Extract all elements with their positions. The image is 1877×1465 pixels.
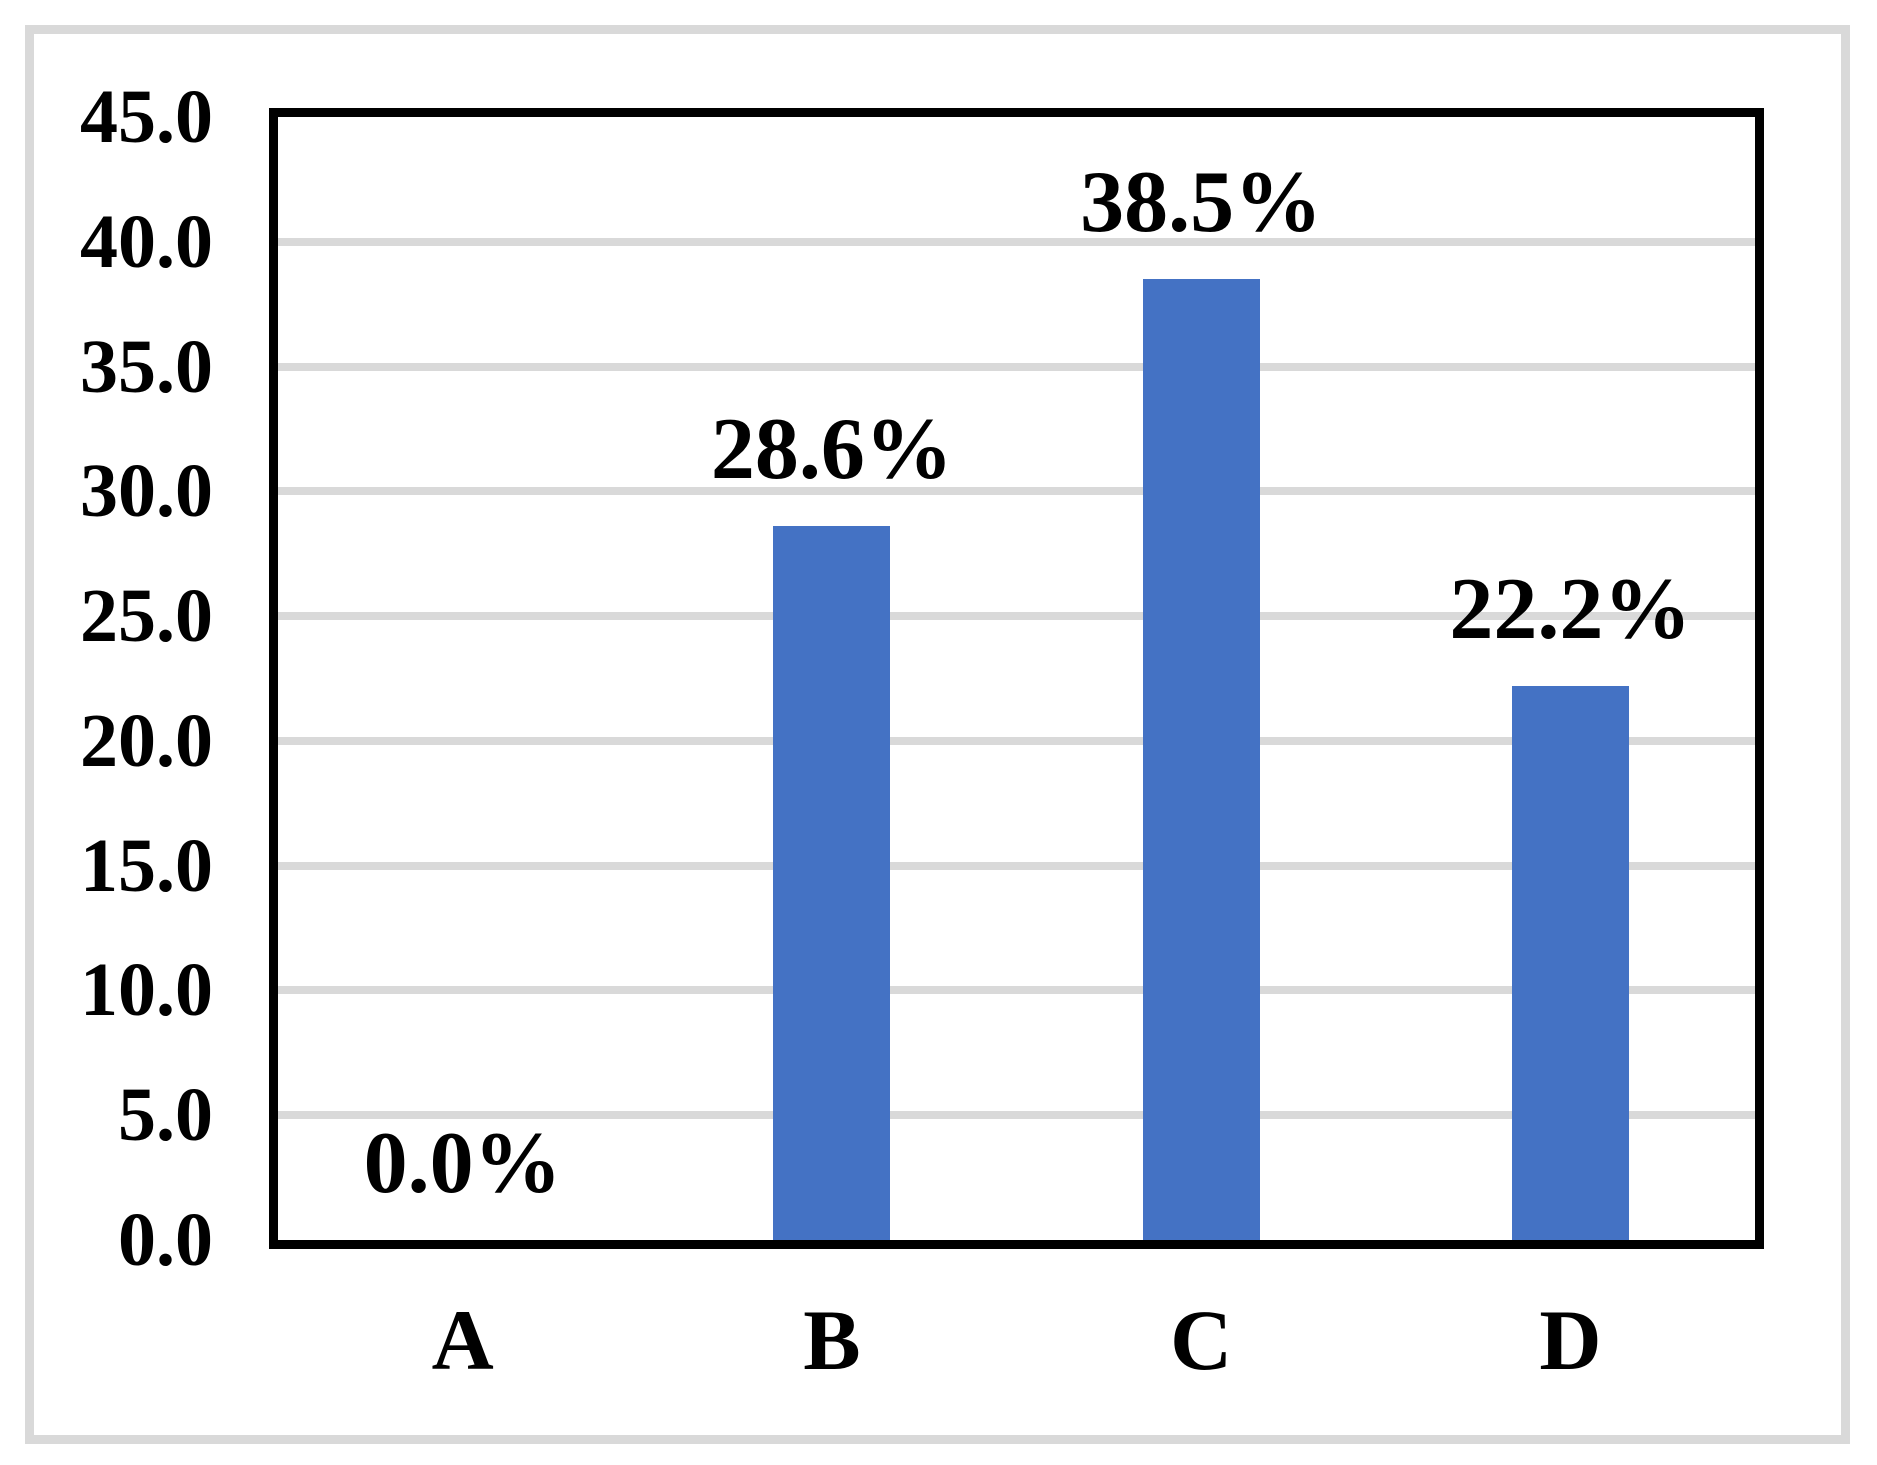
y-tick-label-5.0: 5.0 bbox=[118, 1073, 213, 1158]
data-label-D: 22.2% bbox=[1449, 561, 1692, 658]
data-label-A: 0.0% bbox=[363, 1115, 562, 1212]
gridline bbox=[278, 237, 1755, 246]
y-tick-label-15.0: 15.0 bbox=[80, 823, 213, 908]
gridline bbox=[278, 362, 1755, 371]
y-tick-label-20.0: 20.0 bbox=[80, 698, 213, 783]
y-tick-label-10.0: 10.0 bbox=[80, 948, 213, 1033]
data-label-C: 38.5% bbox=[1080, 154, 1323, 252]
gridline bbox=[278, 986, 1755, 995]
x-category-label-C: C bbox=[1170, 1292, 1233, 1388]
x-category-label-B: B bbox=[803, 1292, 861, 1388]
y-tick-label-30.0: 30.0 bbox=[80, 449, 213, 534]
plot-area: 0.0% 28.6% 38.5% 22.2% bbox=[269, 108, 1764, 1249]
y-tick-label-45.0: 45.0 bbox=[80, 75, 213, 159]
gridline bbox=[278, 861, 1755, 870]
gridline bbox=[278, 736, 1755, 745]
y-tick-label-0.0: 0.0 bbox=[118, 1198, 213, 1282]
x-category-label-A: A bbox=[431, 1292, 494, 1388]
gridline bbox=[278, 612, 1755, 621]
y-tick-label-35.0: 35.0 bbox=[80, 324, 213, 409]
bar-D bbox=[1511, 686, 1629, 1240]
data-label-B: 28.6% bbox=[710, 401, 953, 499]
y-tick-label-25.0: 25.0 bbox=[80, 574, 213, 659]
bar-B bbox=[773, 526, 891, 1240]
y-tick-label-40.0: 40.0 bbox=[80, 199, 213, 284]
gridline bbox=[278, 487, 1755, 496]
gridline bbox=[278, 1111, 1755, 1120]
x-category-label-D: D bbox=[1539, 1292, 1602, 1388]
bar-C bbox=[1142, 279, 1260, 1240]
